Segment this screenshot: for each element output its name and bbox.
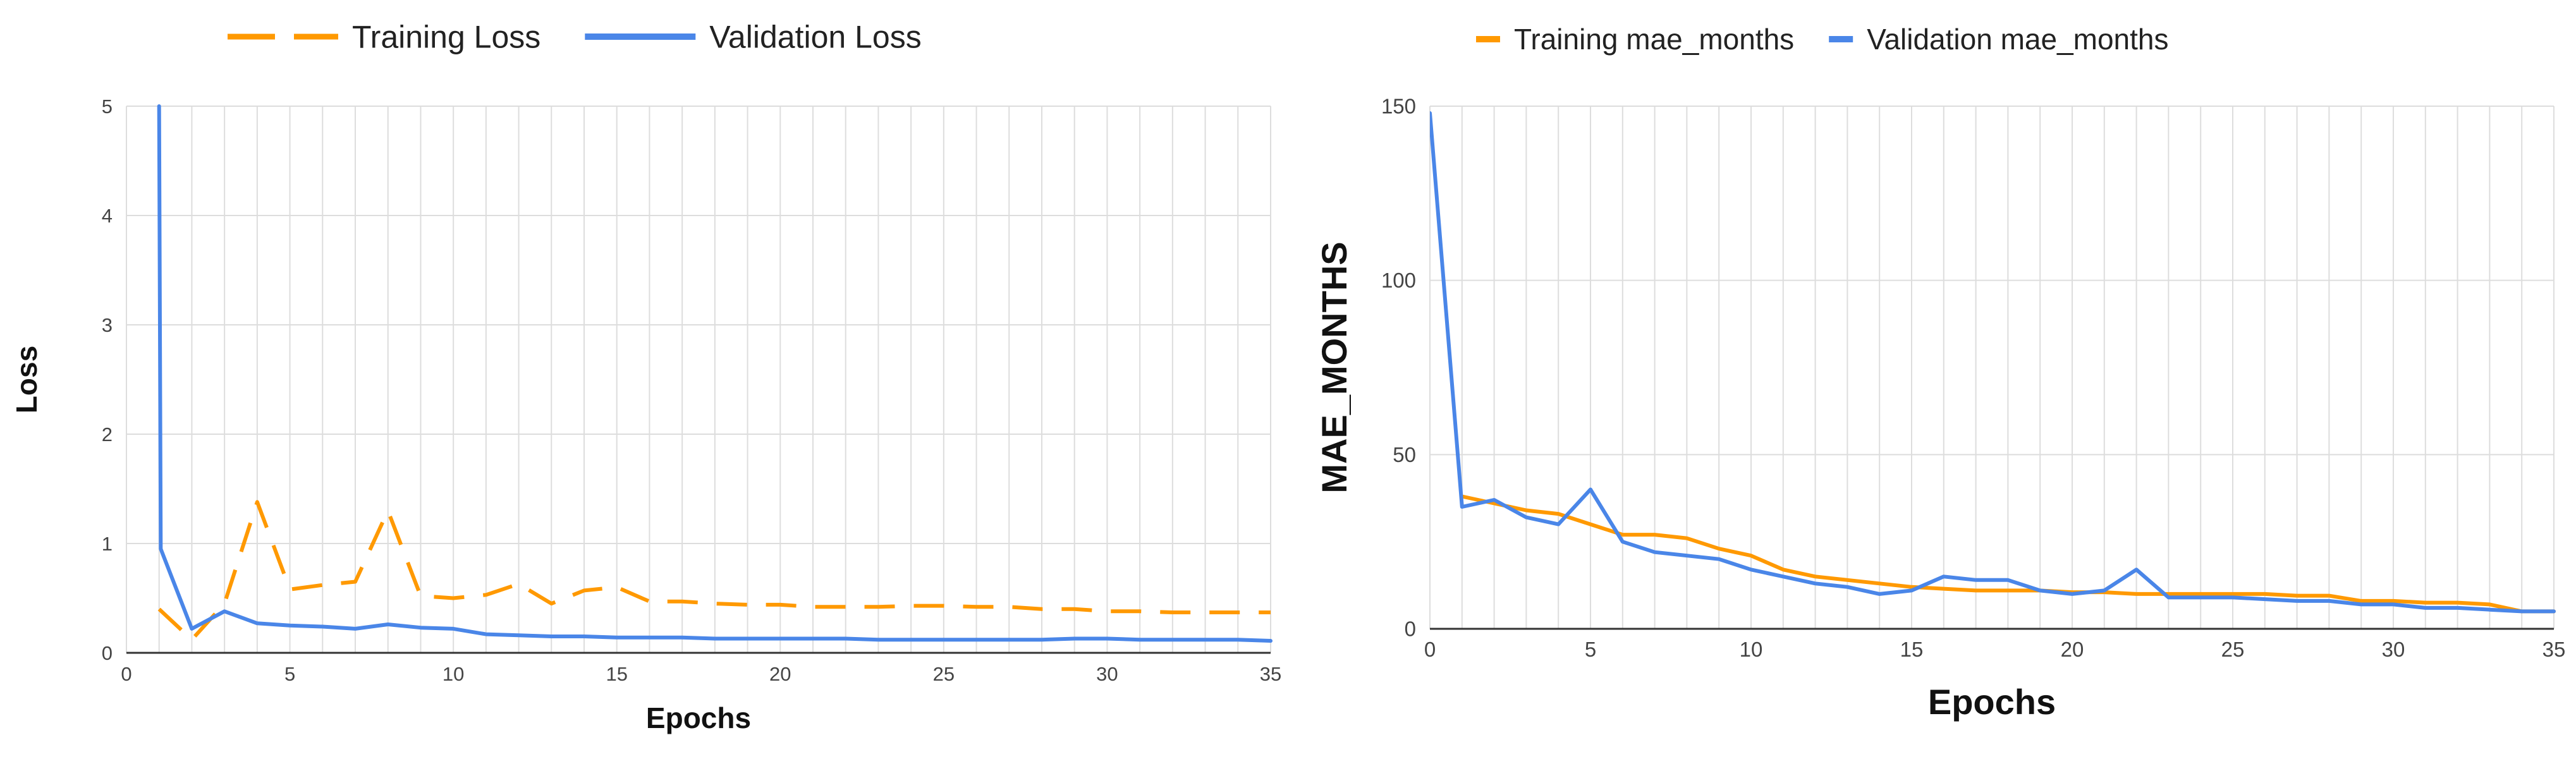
y-tick-label: 50 xyxy=(1393,443,1416,466)
plot-area xyxy=(1430,106,2554,629)
legend-item: Training Loss xyxy=(228,20,540,55)
x-tick-label: 30 xyxy=(1096,663,1118,685)
y-tick-label: 3 xyxy=(102,314,113,336)
legend-label: Validation Loss xyxy=(709,20,921,55)
series-line-validation-mae-months xyxy=(1430,111,2556,614)
x-tick-label: 30 xyxy=(2382,638,2405,661)
x-tick-label: 15 xyxy=(606,663,627,685)
series-line-training-mae-months xyxy=(1460,494,2556,614)
y-tick-label: 4 xyxy=(102,205,113,227)
legend-item: Validation Loss xyxy=(585,20,922,55)
legend-item: Validation mae_months xyxy=(1829,23,2169,56)
y-tick-label: 100 xyxy=(1381,269,1416,292)
x-tick-label: 0 xyxy=(121,663,131,685)
y-tick-label: 2 xyxy=(102,423,113,446)
y-tick-label: 0 xyxy=(1405,617,1416,641)
x-tick-label: 20 xyxy=(769,663,791,685)
x-tick-label: 5 xyxy=(284,663,295,685)
series-line-validation-loss xyxy=(157,104,1273,643)
x-tick-label: 20 xyxy=(2061,638,2084,661)
legend-label: Training Loss xyxy=(352,20,540,55)
y-tick-label: 0 xyxy=(102,642,113,664)
series-line-training-loss xyxy=(157,500,1271,642)
y-tick-label: 150 xyxy=(1381,95,1416,118)
y-axis-title: MAE_MONTHS xyxy=(1314,241,1354,493)
x-tick-label: 5 xyxy=(1585,638,1596,661)
x-tick-label: 25 xyxy=(933,663,955,685)
legend-label: Validation mae_months xyxy=(1867,23,2168,56)
y-tick-label: 5 xyxy=(102,95,113,118)
x-axis-title: Epochs xyxy=(646,701,751,734)
y-tick-label: 1 xyxy=(102,533,113,555)
plot-area xyxy=(126,106,1271,653)
x-axis-title: Epochs xyxy=(1928,682,2056,722)
x-tick-label: 25 xyxy=(2221,638,2245,661)
x-tick-label: 10 xyxy=(1740,638,1763,661)
x-tick-label: 10 xyxy=(443,663,464,685)
x-tick-label: 35 xyxy=(1260,663,1281,685)
legend-item: Training mae_months xyxy=(1476,23,1794,56)
x-tick-label: 35 xyxy=(2542,638,2566,661)
mae-months-chart: 0 5 10 15 20 25 30 35 0 50 100 150 Epochs MAE_MONTHS T… xyxy=(1314,23,2565,722)
y-axis-title: Loss xyxy=(10,346,43,413)
legend-label: Training mae_months xyxy=(1514,23,1794,56)
loss-chart: 0 5 10 15 20 25 30 35 0 1 2 3 4 5 Epochs Loss Training L… xyxy=(10,20,1281,735)
x-tick-label: 0 xyxy=(1424,638,1436,661)
x-tick-label: 15 xyxy=(1900,638,1924,661)
